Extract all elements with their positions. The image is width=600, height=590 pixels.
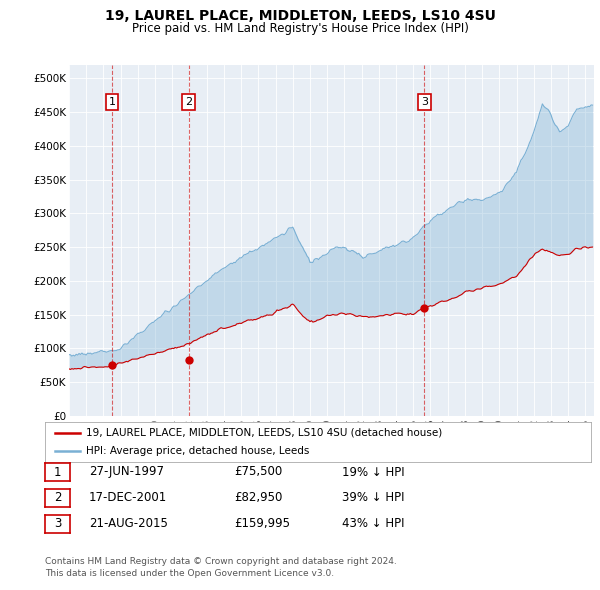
Text: 27-JUN-1997: 27-JUN-1997 <box>89 466 164 478</box>
Text: 3: 3 <box>421 97 428 107</box>
Text: £159,995: £159,995 <box>234 517 290 530</box>
Text: 19, LAUREL PLACE, MIDDLETON, LEEDS, LS10 4SU: 19, LAUREL PLACE, MIDDLETON, LEEDS, LS10… <box>104 9 496 24</box>
Text: 17-DEC-2001: 17-DEC-2001 <box>89 491 167 504</box>
Text: HPI: Average price, detached house, Leeds: HPI: Average price, detached house, Leed… <box>86 445 310 455</box>
Text: Price paid vs. HM Land Registry's House Price Index (HPI): Price paid vs. HM Land Registry's House … <box>131 22 469 35</box>
Text: 3: 3 <box>54 517 61 530</box>
Text: £82,950: £82,950 <box>234 491 283 504</box>
Text: This data is licensed under the Open Government Licence v3.0.: This data is licensed under the Open Gov… <box>45 569 334 578</box>
Text: 1: 1 <box>54 466 61 478</box>
Text: 19% ↓ HPI: 19% ↓ HPI <box>342 466 404 478</box>
Text: 21-AUG-2015: 21-AUG-2015 <box>89 517 167 530</box>
Text: 2: 2 <box>54 491 61 504</box>
Text: 43% ↓ HPI: 43% ↓ HPI <box>342 517 404 530</box>
Text: 1: 1 <box>109 97 115 107</box>
Text: Contains HM Land Registry data © Crown copyright and database right 2024.: Contains HM Land Registry data © Crown c… <box>45 558 397 566</box>
Text: £75,500: £75,500 <box>234 466 282 478</box>
Text: 2: 2 <box>185 97 193 107</box>
Text: 19, LAUREL PLACE, MIDDLETON, LEEDS, LS10 4SU (detached house): 19, LAUREL PLACE, MIDDLETON, LEEDS, LS10… <box>86 428 442 438</box>
Text: 39% ↓ HPI: 39% ↓ HPI <box>342 491 404 504</box>
